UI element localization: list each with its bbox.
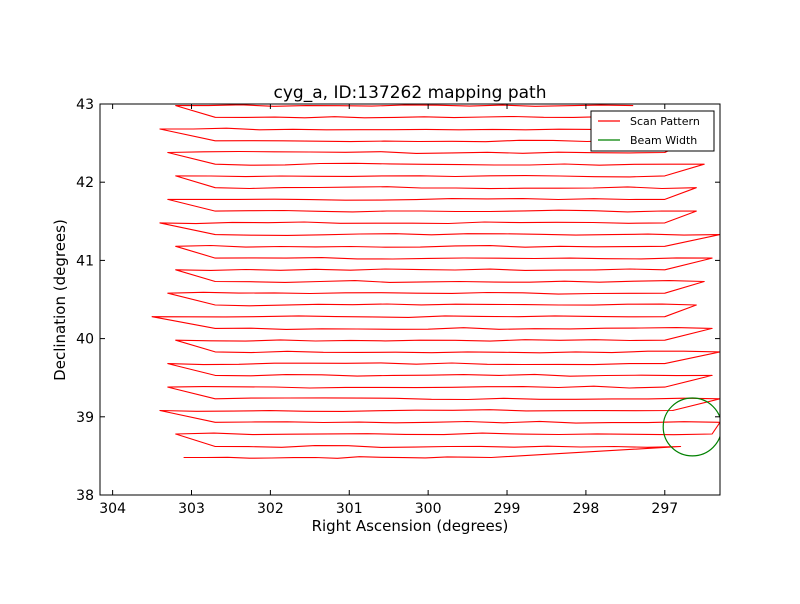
x-tick-label: 300 <box>415 501 442 517</box>
legend-label-scan-pattern: Scan Pattern <box>630 115 700 128</box>
y-tick-label: 38 <box>76 488 94 504</box>
x-tick-label: 302 <box>257 501 284 517</box>
x-tick-label: 299 <box>494 501 521 517</box>
legend-label-beam-width: Beam Width <box>630 134 697 147</box>
legend-box <box>590 110 715 152</box>
legend: Scan Pattern Beam Width <box>590 110 715 152</box>
x-tick-label: 303 <box>178 501 205 517</box>
x-axis-label: Right Ascension (degrees) <box>312 517 509 535</box>
x-axis: 304 303 302 301 300 299 298 297 <box>99 104 678 517</box>
plot-area <box>100 104 720 495</box>
x-tick-label: 297 <box>651 501 678 517</box>
y-axis: 38 39 40 41 42 43 <box>76 97 720 504</box>
scan-pattern-line <box>151 104 720 459</box>
y-tick-label: 39 <box>76 410 94 426</box>
y-tick-label: 40 <box>76 332 94 348</box>
y-axis-label: Declination (degrees) <box>51 219 69 381</box>
y-tick-label: 43 <box>76 97 94 113</box>
x-tick-label: 298 <box>573 501 600 517</box>
chart-title: cyg_a, ID:137262 mapping path <box>274 83 547 103</box>
x-tick-label: 304 <box>99 501 126 517</box>
plot-frame <box>99 103 721 496</box>
y-tick-label: 42 <box>76 175 94 191</box>
y-tick-label: 41 <box>76 253 94 269</box>
x-tick-label: 301 <box>336 501 363 517</box>
scan-pattern-series <box>151 104 720 459</box>
beam-width-circle <box>662 397 720 457</box>
beam-width-series <box>662 397 720 457</box>
